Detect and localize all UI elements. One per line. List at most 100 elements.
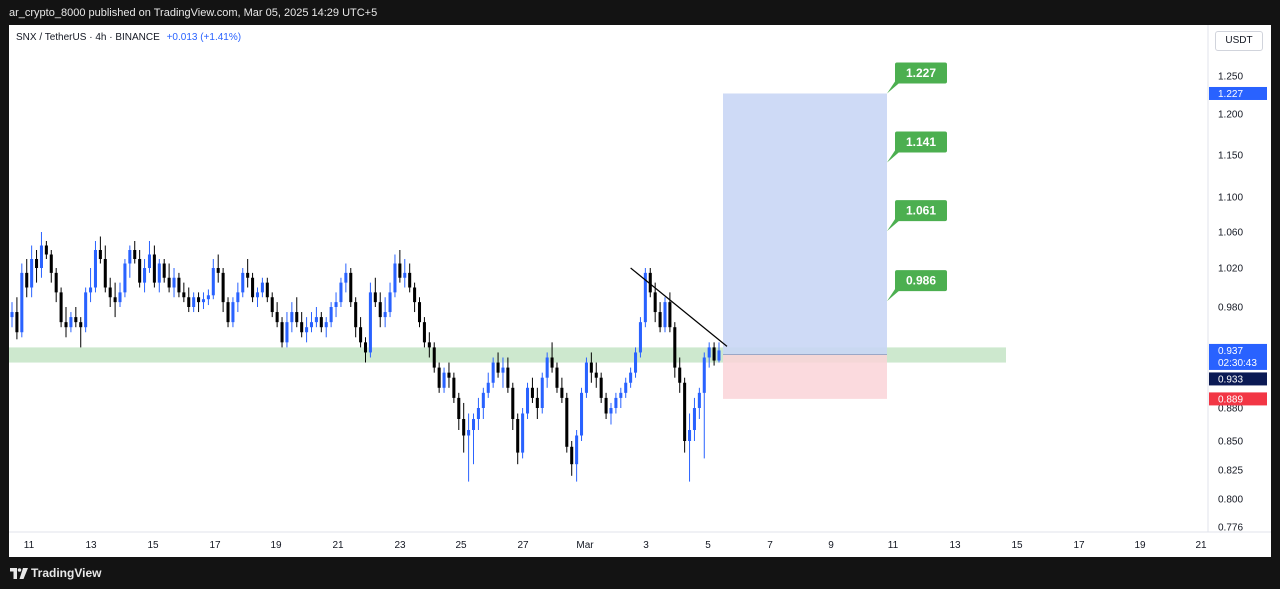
target-label: 0.986 xyxy=(906,274,936,288)
x-tick-label: 27 xyxy=(517,540,529,551)
candle xyxy=(688,413,692,482)
candle xyxy=(221,268,225,313)
candle xyxy=(383,297,387,328)
candle-body xyxy=(545,357,549,378)
target-label-box[interactable] xyxy=(895,131,947,153)
y-tick-label: 1.150 xyxy=(1218,151,1243,162)
target-label: 1.227 xyxy=(906,66,936,80)
x-tick-label: 15 xyxy=(1011,540,1023,551)
candle-body xyxy=(692,408,696,430)
candle-body xyxy=(246,272,250,278)
risk-zone[interactable] xyxy=(723,354,887,399)
candle-body xyxy=(403,272,407,278)
candle xyxy=(10,302,14,328)
candle-body xyxy=(30,259,34,288)
candle-body xyxy=(349,272,353,303)
candle-body xyxy=(10,312,14,318)
candle xyxy=(162,259,166,283)
candle xyxy=(530,377,534,403)
candle-body xyxy=(540,377,544,408)
stop-price-tag-box xyxy=(1209,392,1267,406)
y-tick-label: 1.200 xyxy=(1218,110,1243,121)
bottom-bar: TradingView xyxy=(0,557,1280,589)
candle-body xyxy=(64,322,68,328)
candle xyxy=(614,392,618,414)
candle xyxy=(197,292,201,313)
candle-body xyxy=(471,419,476,430)
symbol-pair[interactable]: SNX / TetherUS xyxy=(16,32,87,43)
candle-body xyxy=(638,322,642,353)
candle xyxy=(668,292,672,333)
chart-area[interactable]: 1.227 1.141 1.061 0.986 1.250 1.200 1.150 1.10… xyxy=(9,25,1271,557)
candle xyxy=(167,263,171,293)
candle xyxy=(363,337,368,363)
tradingview-brand[interactable]: TradingView xyxy=(10,566,101,580)
candle-body xyxy=(614,397,618,408)
separator-dot: · xyxy=(109,32,113,43)
candle-body xyxy=(241,272,245,293)
candle-body xyxy=(589,362,593,373)
candle xyxy=(216,254,220,283)
candle-body xyxy=(35,259,39,268)
candle xyxy=(580,387,584,441)
price-axis[interactable] xyxy=(1208,25,1271,557)
currency-selector[interactable]: USDT xyxy=(1215,31,1263,51)
target-label-box[interactable] xyxy=(895,200,947,222)
candle-body xyxy=(324,322,328,328)
candle xyxy=(388,282,392,318)
candle-body xyxy=(457,397,461,419)
target-label-box[interactable] xyxy=(895,62,947,84)
trendline[interactable] xyxy=(630,267,728,347)
candle-body xyxy=(594,372,598,378)
candle-body xyxy=(280,322,284,343)
candle-body xyxy=(688,430,692,441)
candle-body xyxy=(702,357,706,393)
profit-zone[interactable] xyxy=(723,93,887,355)
candle-body xyxy=(201,299,206,303)
symbol-interval[interactable]: 4h xyxy=(95,32,107,43)
candle xyxy=(108,277,112,307)
candle-body xyxy=(496,362,500,373)
candle-body xyxy=(575,435,579,465)
candle xyxy=(152,245,156,288)
candle xyxy=(442,367,446,393)
candle-body xyxy=(408,272,412,288)
target-label-box[interactable] xyxy=(895,270,947,292)
candle xyxy=(74,307,78,328)
candle xyxy=(49,250,53,283)
candle xyxy=(265,277,269,303)
candle xyxy=(275,302,279,328)
candle xyxy=(69,312,73,333)
candle xyxy=(329,302,333,328)
candle xyxy=(89,268,93,303)
candle-body xyxy=(378,302,382,318)
candle-body xyxy=(260,282,264,293)
candle xyxy=(177,272,181,298)
candle xyxy=(98,236,102,264)
candle-body xyxy=(491,362,495,383)
candle-body xyxy=(221,272,225,303)
chart-canvas[interactable]: 1.227 1.141 1.061 0.986 1.250 1.200 1.150 1.10… xyxy=(9,25,1271,557)
x-tick-label: Mar xyxy=(576,540,594,551)
candle xyxy=(491,357,495,388)
candle xyxy=(609,402,613,425)
candle xyxy=(604,392,608,419)
candle-body xyxy=(314,317,318,323)
candle-body xyxy=(167,277,171,288)
candle xyxy=(290,302,294,333)
candle xyxy=(226,297,230,328)
y-tick-label: 1.250 xyxy=(1218,72,1243,83)
candle xyxy=(565,392,569,453)
candle-body xyxy=(133,250,137,259)
tradingview-logo-icon xyxy=(10,567,28,579)
candle-body xyxy=(128,250,132,264)
candle-body xyxy=(506,367,510,388)
candle-body xyxy=(717,350,721,361)
candle-body xyxy=(673,327,677,368)
candle xyxy=(624,377,628,398)
candle-body xyxy=(162,263,166,278)
stop-price-tag: 0.889 xyxy=(1218,394,1243,405)
candle-body xyxy=(211,268,215,296)
candle xyxy=(648,268,652,298)
candle-body xyxy=(197,297,201,303)
